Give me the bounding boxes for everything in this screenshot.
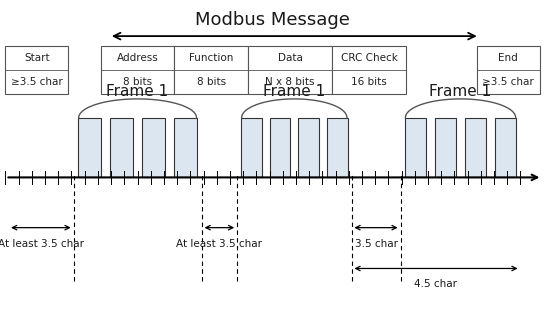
Text: ≥3.5 char: ≥3.5 char [11,77,63,87]
Bar [248,46,332,94]
Bar [241,118,262,177]
Text: 8 bits: 8 bits [197,77,226,87]
Text: End: End [498,53,518,63]
Bar [101,46,174,94]
Bar [477,46,540,94]
Text: Function: Function [189,53,233,63]
Text: 3.5 char: 3.5 char [355,239,397,249]
Text: Frame 1: Frame 1 [106,84,169,99]
Bar [298,118,319,177]
Bar [142,118,165,177]
Text: ≥3.5 char: ≥3.5 char [482,77,534,87]
Text: 4.5 char: 4.5 char [415,279,457,290]
Text: Address: Address [117,53,159,63]
Bar [332,46,406,94]
Text: At least 3.5 char: At least 3.5 char [177,239,262,249]
Bar [78,118,101,177]
Bar [435,118,456,177]
Text: 8 bits: 8 bits [123,77,152,87]
Text: Frame 1: Frame 1 [429,84,492,99]
Bar [495,118,516,177]
Text: At least 3.5 char: At least 3.5 char [0,239,84,249]
Bar [465,118,486,177]
Bar [405,118,426,177]
Text: Data: Data [278,53,302,63]
Bar [174,118,197,177]
Text: Start: Start [24,53,50,63]
Bar [5,46,68,94]
Text: CRC Check: CRC Check [341,53,398,63]
Bar [174,46,248,94]
Bar [110,118,133,177]
Text: Modbus Message: Modbus Message [195,11,350,29]
Text: Frame 1: Frame 1 [263,84,325,99]
Bar [327,118,348,177]
Bar [270,118,290,177]
Text: N x 8 bits: N x 8 bits [265,77,315,87]
Text: 16 bits: 16 bits [352,77,387,87]
